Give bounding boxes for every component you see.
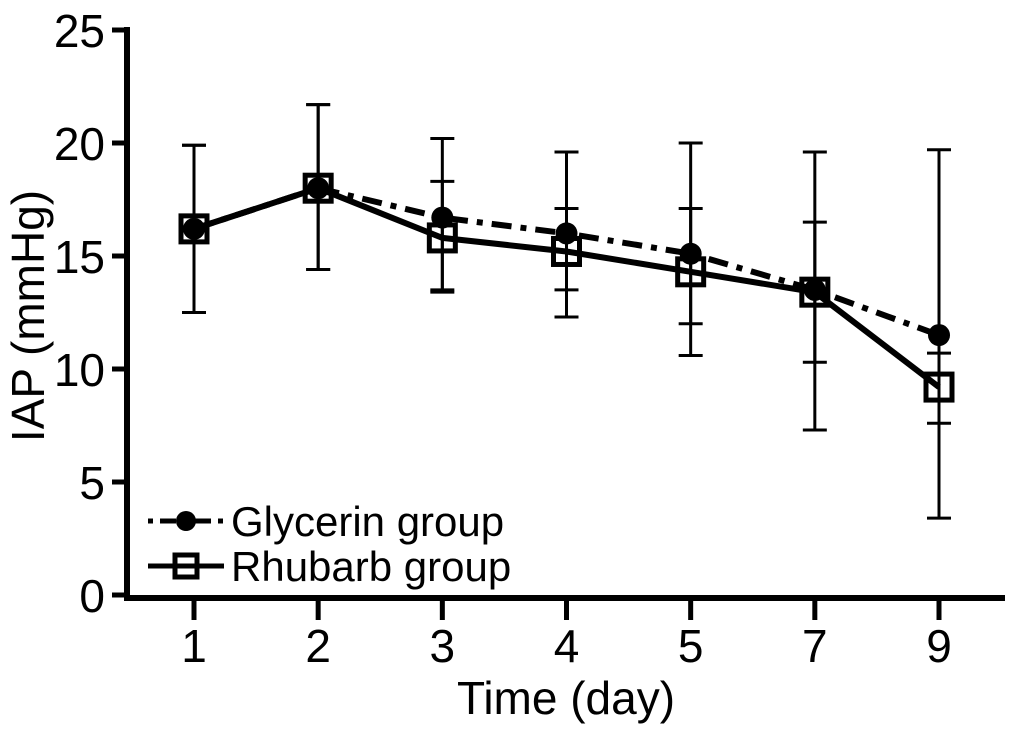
marker-filled-circle xyxy=(183,217,205,240)
marker-open-square xyxy=(551,235,582,267)
markers-rhubarb-group xyxy=(178,172,955,403)
x-tick-label: 4 xyxy=(554,620,580,672)
legend-item-glycerin: Glycerin group xyxy=(148,498,504,545)
marker-filled-circle xyxy=(803,278,826,301)
x-tick-label: 9 xyxy=(926,620,952,672)
y-tick-label: 15 xyxy=(54,231,105,283)
x-tick-label: 1 xyxy=(181,620,207,672)
marker-filled-circle xyxy=(555,222,578,245)
rhubarb-marker-swatch xyxy=(172,552,200,580)
marker-open-square xyxy=(799,276,831,308)
marker-filled-circle xyxy=(307,177,330,200)
y-tick-label: 5 xyxy=(79,457,105,509)
y-tick-label: 25 xyxy=(54,5,105,57)
y-tick-label: 10 xyxy=(54,344,105,396)
y-axis-title: IAP (mmHg) xyxy=(2,190,54,442)
glycerin-marker-swatch xyxy=(176,511,196,531)
y-tick-label: 20 xyxy=(54,118,105,170)
x-tick-label: 5 xyxy=(678,620,704,672)
markers-glycerin-group xyxy=(183,177,950,347)
y-tick-label: 0 xyxy=(79,570,105,622)
marker-open-square xyxy=(302,172,334,204)
legend: Glycerin group Rhubarb group xyxy=(148,498,511,590)
legend-item-rhubarb: Rhubarb group xyxy=(148,543,511,590)
plot-area: 0 5 10 15 20 25 1 2 3 4 5 7 9 xyxy=(54,5,1005,672)
marker-filled-circle xyxy=(928,324,950,347)
legend-label-rhubarb: Rhubarb group xyxy=(231,543,511,590)
marker-filled-circle xyxy=(679,242,702,265)
x-tick-label: 2 xyxy=(305,620,331,672)
marker-open-square xyxy=(675,256,707,288)
x-tick-label: 3 xyxy=(430,620,456,672)
marker-open-square xyxy=(923,371,955,403)
x-tick-label: 7 xyxy=(802,620,828,672)
marker-open-square xyxy=(426,222,458,254)
marker-open-square xyxy=(178,213,210,245)
x-axis-title: Time (day) xyxy=(457,672,675,724)
legend-label-glycerin: Glycerin group xyxy=(231,498,504,545)
